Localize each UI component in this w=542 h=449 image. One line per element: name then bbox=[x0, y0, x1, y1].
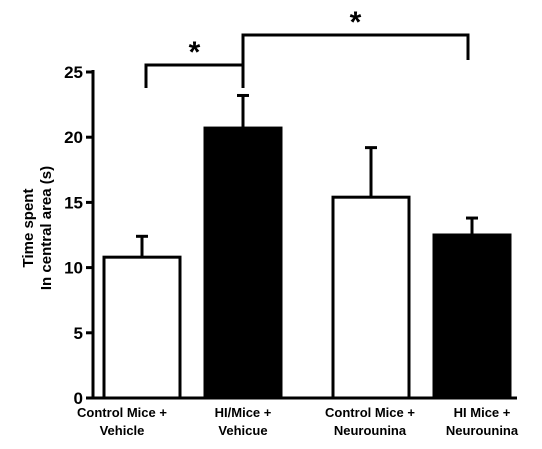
category-label-0-line-1: Control Mice + bbox=[77, 405, 167, 420]
y-tick-label-5: 25 bbox=[64, 63, 83, 82]
y-axis-label-line-2: In central area (s) bbox=[38, 166, 55, 290]
y-tick-label-3: 15 bbox=[64, 193, 83, 212]
y-tick-label-1: 5 bbox=[74, 324, 83, 343]
y-axis-label: Time spent In central area (s) bbox=[20, 166, 55, 290]
y-tick-label-4: 20 bbox=[64, 128, 83, 147]
error-bars bbox=[136, 93, 478, 258]
category-label-2-line-2: Neurounina bbox=[334, 423, 407, 438]
y-axis-label-line-1: Time spent bbox=[20, 189, 37, 268]
y-tick-label-2: 10 bbox=[64, 259, 83, 278]
significance-star-1: * bbox=[350, 6, 362, 39]
significance-star-0: * bbox=[189, 36, 201, 69]
significance-brackets: ** bbox=[144, 6, 470, 88]
y-tick-label-0: 0 bbox=[74, 389, 83, 408]
category-label-1-line-2: Vehicue bbox=[218, 423, 267, 438]
category-label-0-line-2: Vehicle bbox=[100, 423, 145, 438]
y-axis-ticks: 0 5 10 15 20 25 bbox=[64, 63, 93, 408]
bar-2 bbox=[331, 195, 411, 400]
category-label-3-line-1: HI Mice + bbox=[454, 405, 511, 420]
bar-1 bbox=[203, 126, 283, 400]
bar-0 bbox=[102, 255, 182, 400]
significance-bracket-1 bbox=[241, 33, 470, 88]
bars bbox=[102, 126, 512, 400]
category-labels: Control Mice + Vehicle HI/Mice + Vehicue Con… bbox=[77, 405, 519, 438]
category-label-3-line-2: Neurounina bbox=[446, 423, 519, 438]
bar-3 bbox=[432, 233, 512, 400]
category-label-1-line-1: HI/Mice + bbox=[215, 405, 272, 420]
category-label-2-line-1: Control Mice + bbox=[325, 405, 415, 420]
